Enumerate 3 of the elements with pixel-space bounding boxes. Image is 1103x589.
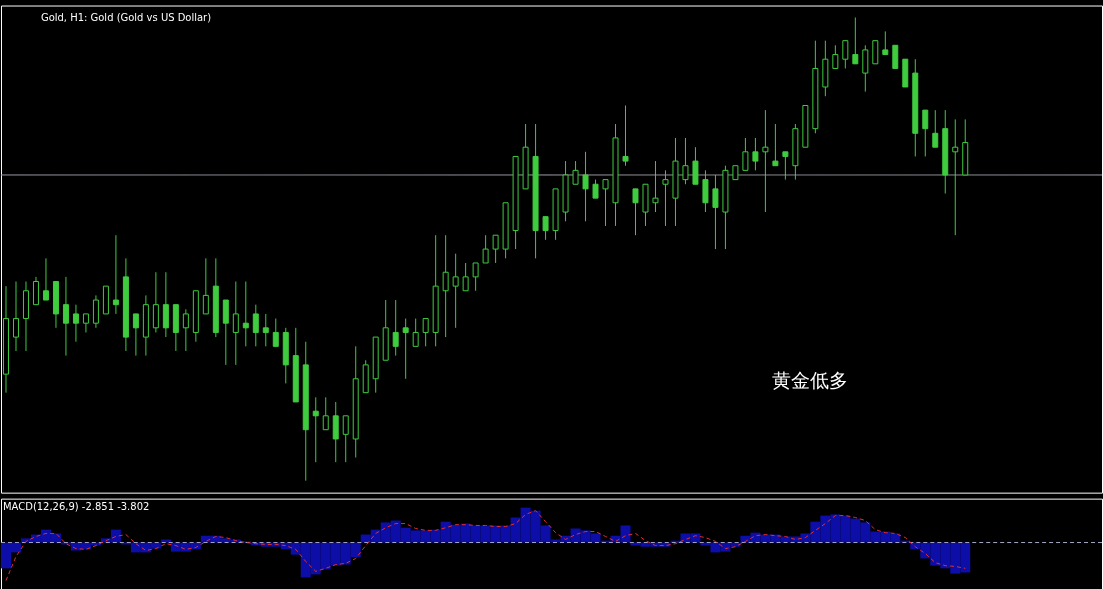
chart-title: MACD(12,26,9) -2.851 -3.802 [2, 500, 150, 512]
chart-title: Gold, H1: Gold (Gold vs US Dollar) [40, 12, 212, 24]
annotation: 黄金低多 [772, 368, 849, 391]
